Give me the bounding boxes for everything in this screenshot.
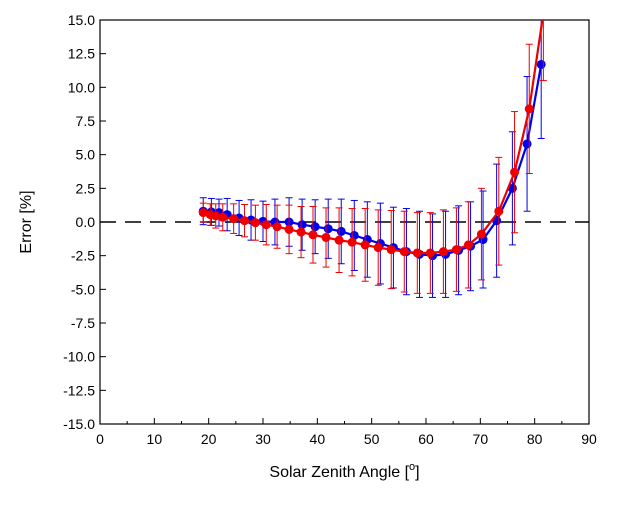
y-tick-label: 7.5	[76, 113, 96, 129]
data-point	[347, 237, 357, 247]
y-tick-label: -15.0	[63, 416, 95, 432]
data-point	[229, 214, 239, 224]
data-point	[425, 248, 435, 258]
x-tick-label: 30	[255, 431, 271, 447]
data-point	[321, 232, 331, 242]
data-point	[476, 229, 486, 239]
data-point	[261, 220, 271, 230]
data-point	[536, 59, 546, 69]
x-axis-title-suffix: ]	[415, 464, 419, 481]
data-point	[296, 227, 306, 237]
data-point	[336, 226, 346, 236]
x-tick-label: 50	[364, 431, 380, 447]
data-point	[310, 222, 320, 232]
y-tick-label: 2.5	[76, 180, 96, 196]
data-point	[211, 211, 221, 221]
x-axis-title-superscript: o	[409, 461, 415, 473]
y-tick-label: 12.5	[68, 46, 95, 62]
y-tick-label: -2.5	[71, 248, 95, 264]
data-point	[373, 243, 383, 253]
x-axis-title-main: Solar Zenith Angle [	[269, 464, 409, 481]
y-tick-label: -5.0	[71, 281, 95, 297]
y-tick-label: 15.0	[68, 12, 95, 28]
y-tick-label: -10.0	[63, 349, 95, 365]
data-point	[284, 224, 294, 234]
x-tick-label: 70	[473, 431, 489, 447]
y-tick-label: -7.5	[71, 315, 95, 331]
data-point	[218, 212, 228, 222]
y-axis-ticks: -15.0 -12.5 -10.0 -7.5 -5.0 -2.5 0.0 2.5 5.0 7.5 1…	[63, 12, 106, 432]
data-point	[323, 224, 333, 234]
data-point	[412, 248, 422, 258]
y-tick-label: -12.5	[63, 382, 95, 398]
data-point	[438, 247, 448, 257]
data-point	[308, 230, 318, 240]
y-tick-label: 5.0	[76, 147, 96, 163]
series-1	[198, 20, 546, 298]
y-tick-label: 0.0	[76, 214, 96, 230]
data-point	[463, 240, 473, 250]
data-point	[334, 235, 344, 245]
series-layer	[198, 19, 547, 298]
series-2	[198, 19, 547, 294]
data-point	[240, 216, 250, 226]
x-tick-label: 20	[201, 431, 217, 447]
x-tick-label: 10	[147, 431, 163, 447]
data-point	[272, 222, 282, 232]
data-point	[522, 139, 532, 149]
y-axis-title: Error [%]	[18, 190, 35, 253]
data-point	[399, 247, 409, 257]
y-tick-label: 10.0	[68, 79, 95, 95]
data-point	[451, 245, 461, 255]
data-point	[297, 220, 307, 230]
x-axis-title: Solar Zenith Angle [o]	[269, 461, 419, 481]
x-axis-ticks: 0 10 20 30 40 50 60 70 80 90	[96, 418, 597, 447]
x-tick-label: 60	[418, 431, 434, 447]
x-tick-label: 80	[527, 431, 543, 447]
data-point	[524, 104, 534, 114]
series-line	[203, 64, 543, 257]
data-point	[198, 208, 208, 218]
x-tick-label: 90	[581, 431, 597, 447]
x-tick-label: 40	[310, 431, 326, 447]
data-point	[250, 218, 260, 228]
data-point	[494, 206, 504, 216]
data-point	[386, 245, 396, 255]
x-tick-label: 0	[96, 431, 104, 447]
data-point	[360, 240, 370, 250]
data-point	[510, 167, 520, 177]
